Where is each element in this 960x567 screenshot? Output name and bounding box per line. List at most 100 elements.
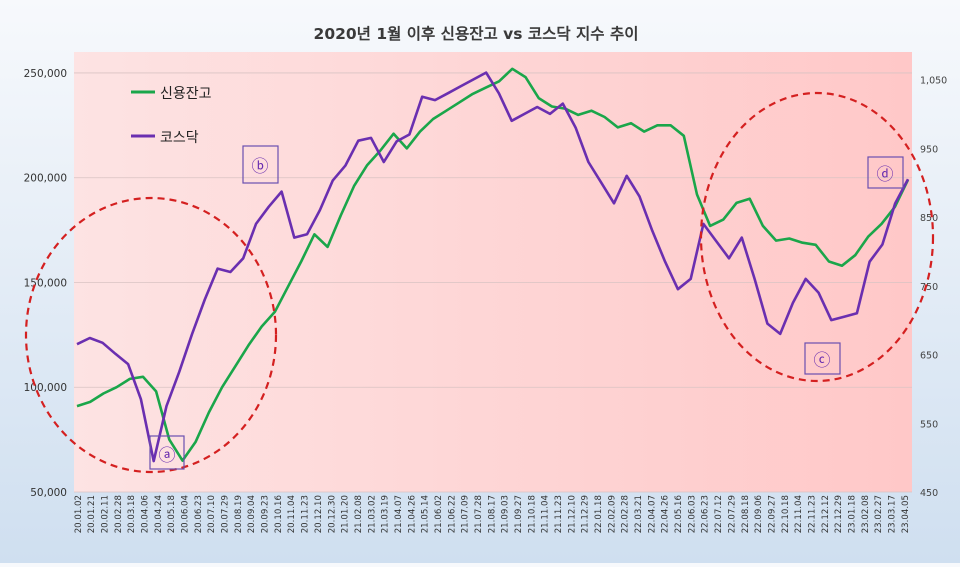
x-tick-label: 21.02.08 [354,495,364,533]
x-tick-label: 21.01.20 [341,495,351,533]
highlight-circle-left [24,196,278,474]
x-tick-label: 21.09.03 [501,495,511,533]
x-tick-label: 20.02.11 [101,495,111,533]
x-tick-label: 22.02.28 [621,495,631,533]
chart-title: 2020년 1월 이후 신용잔고 vs 코스닥 지수 추이 [314,24,639,43]
x-tick-label: 23.03.17 [887,495,897,533]
x-tick-label: 22.02.09 [607,495,617,533]
x-tick-label: 22.01.18 [594,495,604,533]
x-tick-label: 20.04.06 [141,495,151,533]
annotation-label-b: ⓑ [252,157,269,177]
x-tick-label: 20.12.10 [314,495,324,533]
x-tick-label: 22.10.18 [781,495,791,533]
annotation-label-d: ⓓ [877,165,894,185]
x-tick-label: 20.04.24 [154,495,164,533]
x-tick-label: 21.05.14 [421,495,431,533]
x-tick-label: 21.12.10 [567,495,577,533]
x-axis: 20.01.02 20.01.21 20.02.11 20.02.28 20.03.18… [74,495,911,533]
x-tick-label: 20.07.10 [207,495,217,533]
legend: 신용잔고 코스닥 [131,86,212,146]
y-right-tick-label: 950 [920,144,938,155]
x-tick-label: 20.03.18 [127,495,137,533]
x-tick-label: 21.06.22 [447,495,457,533]
x-tick-label: 21.03.02 [367,495,377,533]
x-tick-label: 22.04.07 [647,495,657,533]
x-tick-label: 23.04.05 [901,495,911,533]
x-tick-label: 21.11.04 [541,495,551,533]
x-tick-label: 22.11.04 [794,495,804,533]
annotation-label-c: ⓒ [814,351,831,371]
x-tick-label: 22.03.21 [634,495,644,533]
x-tick-label: 22.11.23 [807,495,817,533]
x-tick-label: 22.09.06 [754,495,764,533]
series-line-kosdaq [76,71,910,463]
x-tick-label: 21.06.02 [434,495,444,533]
plot-area [74,52,912,492]
y-left-tick-label: 50,000 [30,487,67,499]
x-tick-label: 21.09.27 [514,495,524,533]
x-tick-label: 21.11.23 [554,495,564,533]
x-tick-label: 22.07.12 [714,495,724,533]
x-tick-label: 22.04.26 [661,495,671,533]
annotation-box-a [149,435,185,470]
x-tick-label: 22.09.27 [767,495,777,533]
x-tick-label: 20.08.19 [234,495,244,533]
y-left-tick-label: 200,000 [24,173,67,185]
y-right-tick-label: 750 [920,282,938,293]
y-right-tick-label: 850 [920,213,938,224]
annotations: ⓐ ⓑ ⓒ ⓓ [149,145,904,470]
annotation-box-b [242,145,279,184]
legend-label-credit: 신용잔고 [160,86,212,102]
grid-lines [74,72,912,493]
x-tick-label: 20.06.23 [194,495,204,533]
series-layer [76,67,910,463]
annotation-label-a: ⓐ [159,446,176,466]
y-right-tick-label: 450 [920,488,938,499]
x-tick-label: 22.07.29 [727,495,737,533]
x-tick-label: 20.07.29 [221,495,231,533]
legend-label-kosdaq: 코스닥 [160,130,199,146]
x-tick-label: 21.04.26 [407,495,417,533]
x-tick-label: 20.02.28 [114,495,124,533]
x-tick-label: 20.09.04 [247,495,257,533]
x-tick-label: 20.11.23 [301,495,311,533]
x-tick-label: 20.09.23 [261,495,271,533]
x-tick-label: 22.12.12 [821,495,831,533]
x-tick-label: 20.05.18 [167,495,177,533]
x-tick-label: 20.10.16 [274,495,284,533]
y-right-tick-label: 1,050 [920,76,947,87]
x-tick-label: 21.10.18 [527,495,537,533]
y-left-tick-label: 250,000 [24,68,67,80]
x-tick-label: 22.06.03 [687,495,697,533]
x-tick-label: 20.01.21 [87,495,97,533]
y-axis-left: 50,000 100,000 150,000 200,000 250,000 [24,68,67,499]
x-tick-label: 23.02.08 [861,495,871,533]
x-tick-label: 23.01.18 [847,495,857,533]
x-tick-label: 22.08.18 [741,495,751,533]
y-right-tick-label: 550 [920,419,938,430]
y-left-tick-label: 150,000 [24,277,67,289]
highlight-circles [24,91,935,474]
y-axis-right: 450 550 650 750 850 950 1,050 [920,76,947,500]
y-right-tick-label: 650 [920,351,938,362]
x-tick-label: 20.12.30 [327,495,337,533]
x-tick-label: 22.06.23 [701,495,711,533]
x-tick-label: 21.07.09 [461,495,471,533]
highlight-circle-right [699,91,935,383]
x-tick-label: 21.03.19 [381,495,391,533]
x-tick-label: 21.12.29 [581,495,591,533]
x-tick-label: 20.06.04 [181,495,191,533]
x-tick-label: 23.02.27 [874,495,884,533]
x-tick-label: 22.12.29 [834,495,844,533]
annotation-box-c [804,342,841,375]
x-tick-label: 20.01.02 [74,495,84,533]
x-tick-label: 21.04.07 [394,495,404,533]
x-tick-label: 20.11.04 [287,495,297,533]
annotation-box-d [867,156,904,189]
x-tick-label: 21.08.17 [487,495,497,533]
x-tick-label: 21.07.28 [474,495,484,533]
y-left-tick-label: 100,000 [24,382,67,394]
x-tick-label: 22.05.16 [674,495,684,533]
